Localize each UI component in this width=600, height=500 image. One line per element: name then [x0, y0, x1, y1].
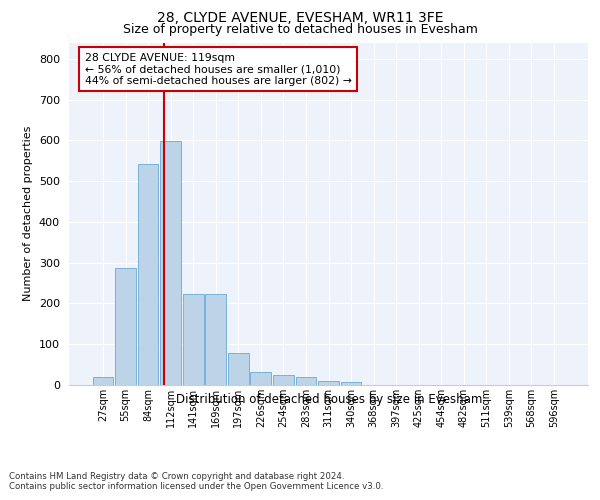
Text: Distribution of detached houses by size in Evesham: Distribution of detached houses by size …: [176, 392, 482, 406]
Text: Contains public sector information licensed under the Open Government Licence v3: Contains public sector information licen…: [9, 482, 383, 491]
Bar: [160, 141, 181, 385]
Text: 28, CLYDE AVENUE, EVESHAM, WR11 3FE: 28, CLYDE AVENUE, EVESHAM, WR11 3FE: [157, 11, 443, 25]
Bar: [137, 164, 158, 385]
Text: Size of property relative to detached houses in Evesham: Size of property relative to detached ho…: [122, 22, 478, 36]
Bar: [318, 381, 339, 385]
Bar: [92, 377, 113, 385]
Bar: [296, 377, 316, 385]
Text: Contains HM Land Registry data © Crown copyright and database right 2024.: Contains HM Land Registry data © Crown c…: [9, 472, 344, 481]
Bar: [250, 372, 271, 385]
Bar: [273, 375, 294, 385]
Bar: [115, 268, 136, 385]
Bar: [341, 382, 361, 385]
Bar: [183, 294, 203, 385]
Text: 28 CLYDE AVENUE: 119sqm
← 56% of detached houses are smaller (1,010)
44% of semi: 28 CLYDE AVENUE: 119sqm ← 56% of detache…: [85, 53, 352, 86]
Bar: [205, 294, 226, 385]
Y-axis label: Number of detached properties: Number of detached properties: [23, 126, 33, 302]
Bar: [228, 353, 248, 385]
